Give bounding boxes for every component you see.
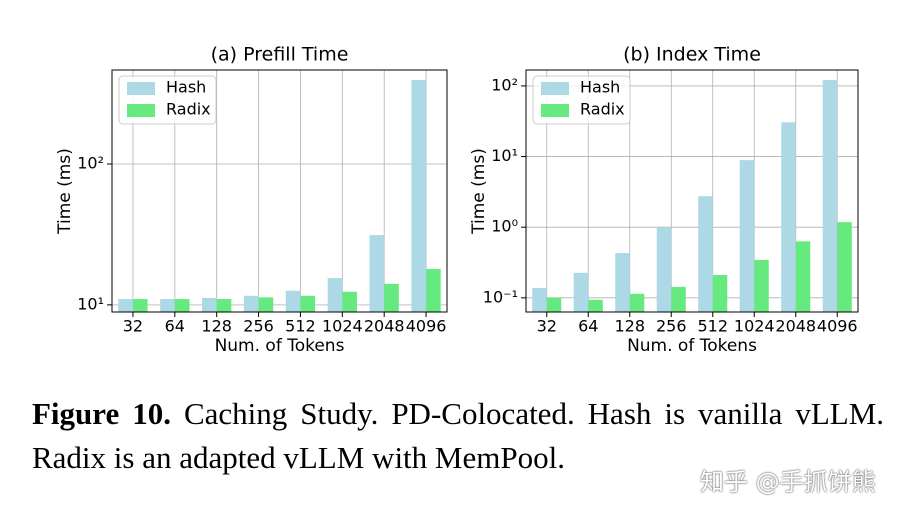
x-tick-label: 1024 xyxy=(734,317,775,336)
bar xyxy=(615,253,630,312)
chart-title: (a) Prefill Time xyxy=(211,44,349,66)
legend-label: Hash xyxy=(580,78,620,97)
caption-label: Figure 10. xyxy=(32,396,171,431)
bar xyxy=(671,286,686,312)
bar xyxy=(411,79,427,312)
bar xyxy=(342,291,357,312)
bar xyxy=(426,268,441,312)
x-tick-label: 4096 xyxy=(406,317,447,336)
legend-label: Hash xyxy=(166,78,206,97)
bar xyxy=(822,80,838,313)
bar xyxy=(384,283,399,312)
bar xyxy=(629,293,645,312)
bar xyxy=(174,299,190,312)
y-axis-label: Time (ms) xyxy=(469,148,489,235)
bar xyxy=(546,297,562,312)
x-tick-label: 128 xyxy=(201,317,232,336)
bar xyxy=(754,259,769,312)
bar xyxy=(216,299,232,312)
bar xyxy=(795,241,811,312)
bar xyxy=(739,160,755,312)
bar xyxy=(243,295,259,312)
axes-frame xyxy=(111,69,448,313)
bar xyxy=(202,297,217,312)
x-tick-label: 2048 xyxy=(775,317,816,336)
bar xyxy=(781,122,796,312)
bar xyxy=(573,272,589,312)
x-tick-label: 2048 xyxy=(364,317,405,336)
bar xyxy=(285,290,301,312)
legend-swatch xyxy=(127,82,155,95)
y-tick-label: 10² xyxy=(77,154,104,173)
bar xyxy=(532,287,547,312)
x-tick-label: 32 xyxy=(123,317,143,336)
x-tick-label: 256 xyxy=(243,317,274,336)
y-tick-label: 10¹ xyxy=(77,294,104,313)
legend-swatch xyxy=(541,82,569,95)
bar xyxy=(132,299,148,312)
x-tick-label: 64 xyxy=(578,317,598,336)
legend-label: Radix xyxy=(166,100,211,119)
x-tick-label: 512 xyxy=(697,317,728,336)
x-tick-label: 64 xyxy=(165,317,185,336)
x-tick-label: 256 xyxy=(656,317,687,336)
bar xyxy=(837,222,852,312)
chart-title: (b) Index Time xyxy=(623,44,761,66)
bar xyxy=(712,275,728,312)
legend-label: Radix xyxy=(580,100,625,119)
y-tick-label: 10⁻¹ xyxy=(483,287,518,306)
watermark: 知乎 @手抓饼熊 xyxy=(700,468,876,496)
x-tick-label: 512 xyxy=(285,317,316,336)
bar xyxy=(160,299,175,312)
bar xyxy=(698,196,713,312)
legend-swatch xyxy=(127,104,155,117)
x-tick-label: 128 xyxy=(614,317,645,336)
x-tick-label: 32 xyxy=(537,317,557,336)
y-tick-label: 10¹ xyxy=(491,146,518,165)
y-axis-label: Time (ms) xyxy=(55,148,75,235)
bar xyxy=(588,299,603,312)
bar xyxy=(118,299,133,312)
bar xyxy=(300,295,316,312)
x-tick-label: 4096 xyxy=(817,317,858,336)
x-tick-label: 1024 xyxy=(322,317,363,336)
bar xyxy=(656,227,672,312)
y-tick-label: 10² xyxy=(491,75,518,94)
bar xyxy=(369,235,385,312)
axes-frame xyxy=(525,69,859,313)
caption: Figure 10. Caching Study. PD-Colocated. … xyxy=(32,392,884,480)
x-axis-label: Num. of Tokens xyxy=(215,336,345,356)
bar xyxy=(327,278,343,312)
caption-text: Caching Study. PD-Colocated. Hash is van… xyxy=(32,396,885,475)
y-tick-label: 10⁰ xyxy=(491,217,518,236)
bar xyxy=(258,297,274,312)
x-axis-label: Num. of Tokens xyxy=(627,336,757,356)
legend-swatch xyxy=(541,104,569,117)
